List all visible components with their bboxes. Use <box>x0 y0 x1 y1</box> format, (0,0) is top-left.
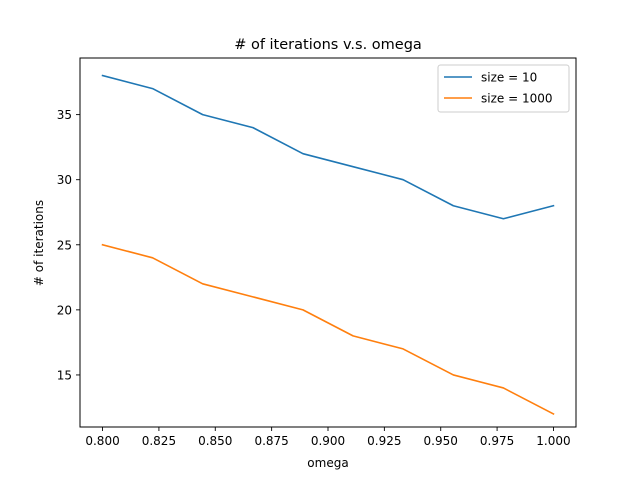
x-tick-label: 0.975 <box>480 434 514 448</box>
x-tick-label: 0.925 <box>367 434 401 448</box>
data-point <box>503 218 505 220</box>
x-tick-label: 0.850 <box>198 434 232 448</box>
data-point <box>302 153 304 155</box>
y-axis-label: # of iterations <box>32 200 46 286</box>
data-point <box>102 75 104 77</box>
axes-frame <box>79 57 577 428</box>
legend-label-1: size = 10 <box>481 71 537 85</box>
y-tick-label: 35 <box>57 108 72 122</box>
data-point <box>453 374 455 376</box>
x-tick-label: 1.000 <box>536 434 570 448</box>
series-line-1 <box>101 74 555 220</box>
data-point <box>302 309 304 311</box>
series-line-2 <box>101 243 555 416</box>
data-point <box>553 413 555 415</box>
data-point <box>202 114 204 116</box>
x-tick-label: 0.800 <box>85 434 119 448</box>
legend-label-2: size = 1000 <box>481 92 553 106</box>
data-point <box>252 127 254 129</box>
data-point <box>402 348 404 350</box>
legend: size = 10 size = 1000 <box>437 64 570 113</box>
plot-area: 0.800 0.825 0.850 0.875 0.900 0.925 0.950 0.975… <box>57 57 577 448</box>
data-point <box>102 244 104 246</box>
x-tick-label: 0.825 <box>142 434 176 448</box>
data-point <box>252 296 254 298</box>
x-tick-label: 0.900 <box>311 434 345 448</box>
data-point <box>202 283 204 285</box>
data-point <box>352 166 354 168</box>
data-point <box>453 205 455 207</box>
data-point <box>152 88 154 90</box>
x-tick-label: 0.875 <box>254 434 288 448</box>
data-point <box>503 387 505 389</box>
chart-title: # of iterations v.s. omega <box>234 37 422 53</box>
y-tick-label: 20 <box>57 303 72 317</box>
x-axis-label: omega <box>307 456 348 470</box>
data-point <box>152 257 154 259</box>
y-tick-label: 30 <box>57 173 72 187</box>
data-point <box>352 335 354 337</box>
data-point <box>553 205 555 207</box>
x-tick-label: 0.950 <box>424 434 458 448</box>
y-tick-label: 15 <box>57 368 72 382</box>
data-point <box>402 179 404 181</box>
y-tick-label: 25 <box>57 238 72 252</box>
